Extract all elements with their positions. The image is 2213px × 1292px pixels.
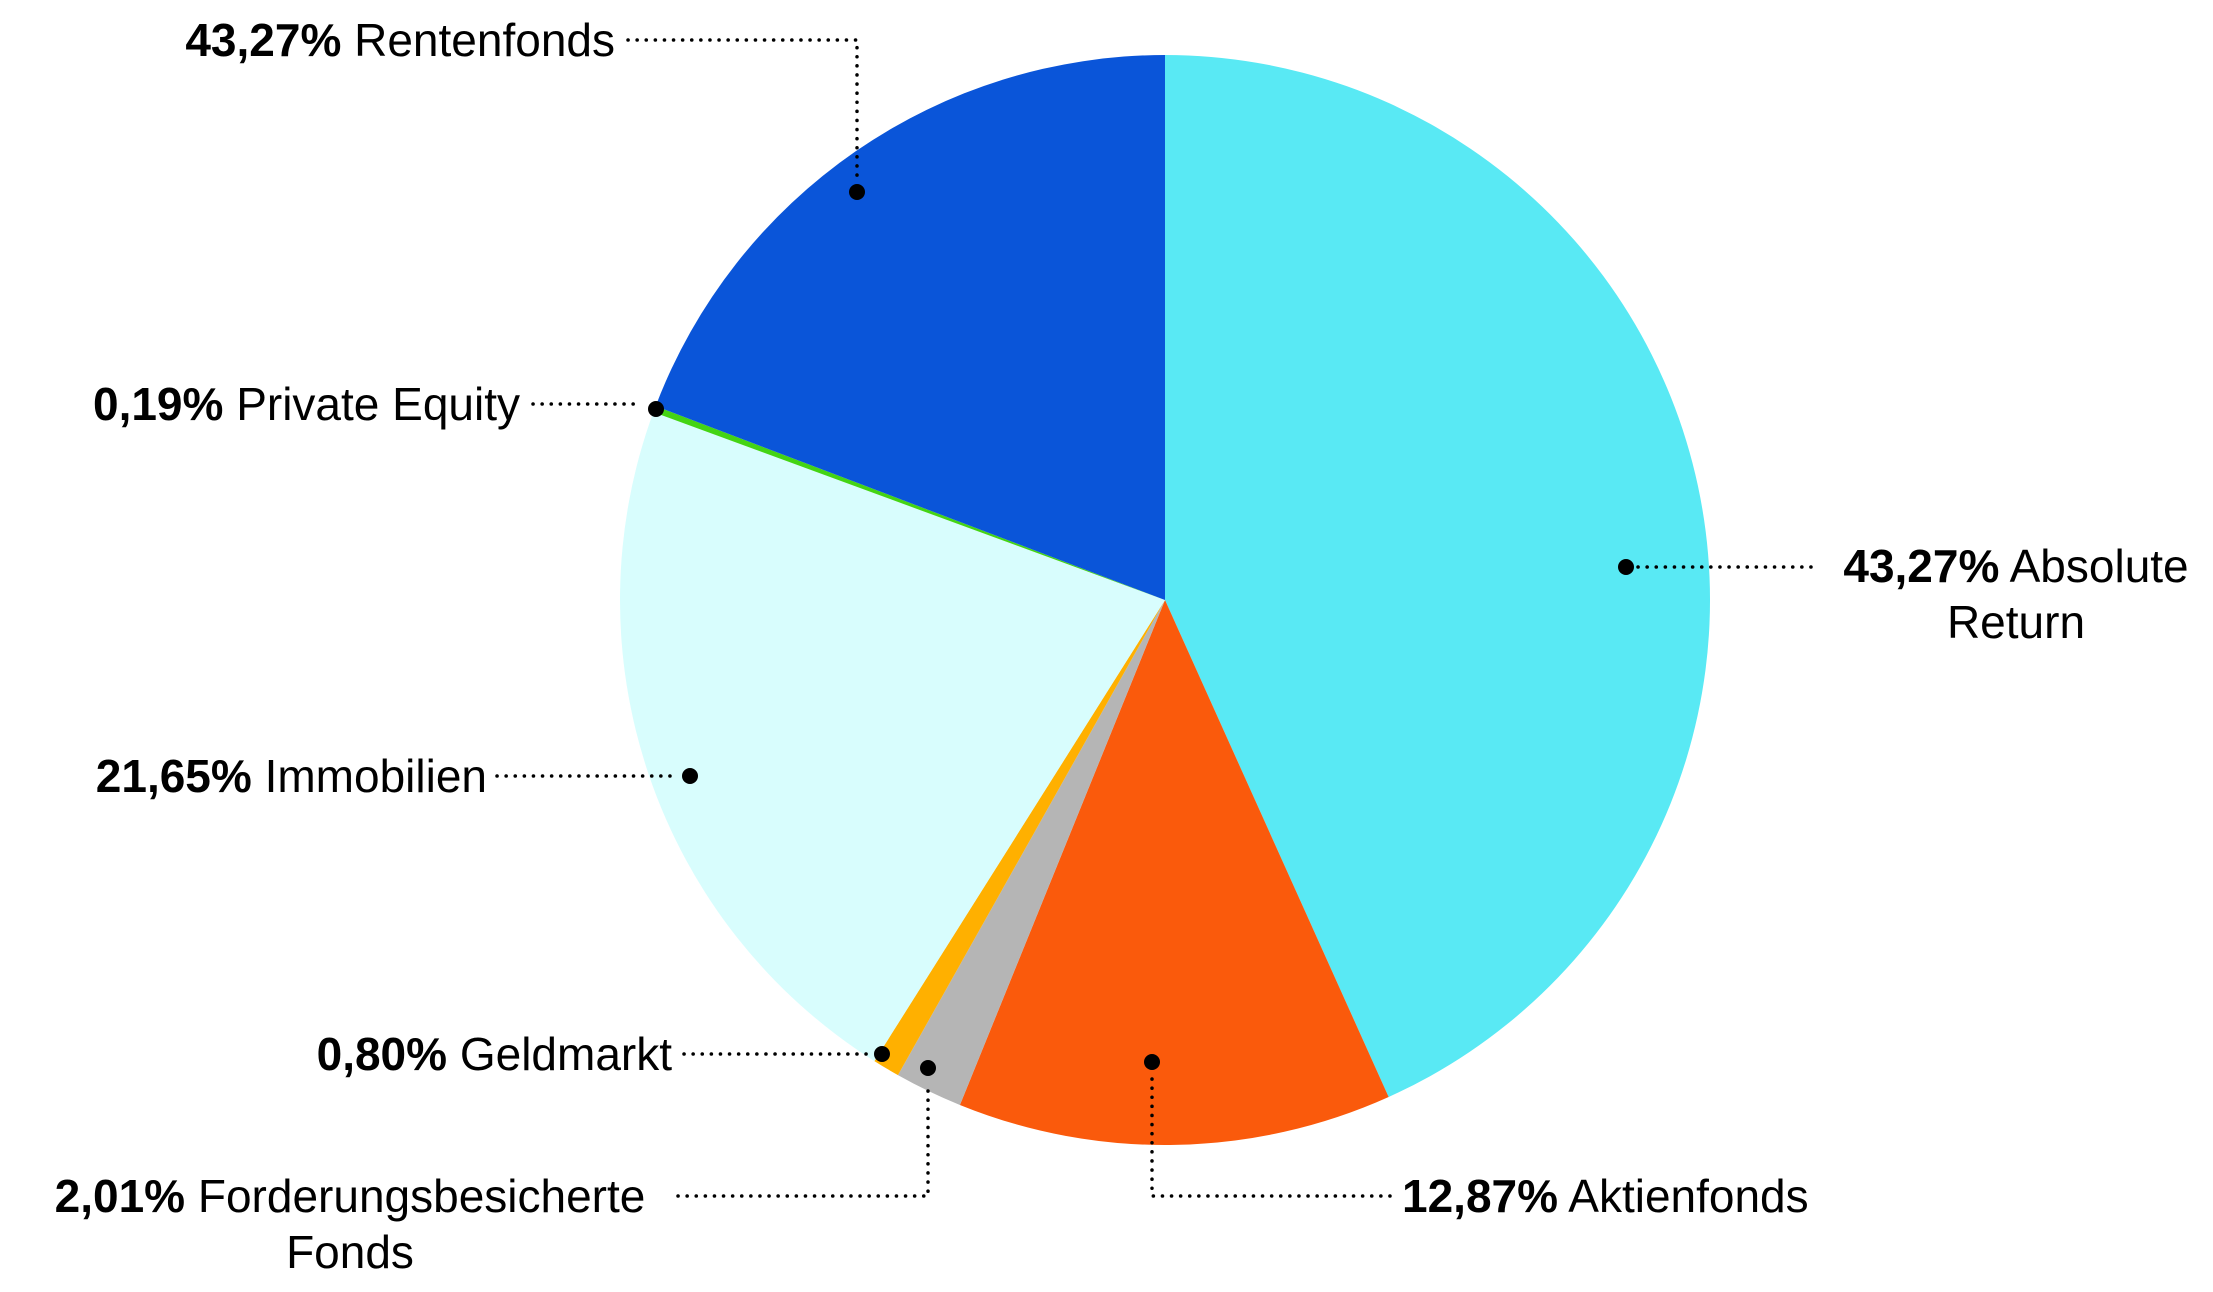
label-aktienfonds: 12,87% Aktienfonds bbox=[1402, 1168, 1922, 1224]
label-aktienfonds-percent: 12,87% bbox=[1402, 1170, 1559, 1222]
leader-dot-rentenfonds bbox=[849, 184, 865, 200]
leader-line-rentenfonds bbox=[626, 38, 859, 182]
pie-slices-group bbox=[620, 55, 1711, 1146]
label-private-equity-percent: 0,19% bbox=[92, 378, 224, 430]
label-private-equity-name: Private Equity bbox=[236, 378, 520, 430]
leader-dot-immobilien bbox=[682, 768, 698, 784]
label-private-equity: 0,19% Private Equity bbox=[60, 376, 520, 432]
leader-lines-group bbox=[495, 38, 1814, 1198]
label-geldmarkt-percent: 0,80% bbox=[316, 1028, 448, 1080]
leader-line-aktienfonds bbox=[1150, 1074, 1392, 1198]
label-absolute-return-name: Absolute Return bbox=[1946, 540, 2189, 648]
label-forderungsbesicherte: 2,01% Forderungsbesicherte Fonds bbox=[25, 1168, 675, 1280]
pie-slice-geldmarkt bbox=[874, 600, 1165, 1076]
pie-slice-absolute-return bbox=[1165, 55, 1711, 1097]
label-immobilien-percent: 21,65% bbox=[95, 750, 252, 802]
leader-line-forderungsbesicherte bbox=[676, 1080, 930, 1198]
label-rentenfonds-percent: 43,27% bbox=[185, 14, 342, 66]
leader-dot-aktienfonds bbox=[1144, 1054, 1160, 1070]
label-forderungsbesicherte-name: Forderungsbesicherte Fonds bbox=[197, 1170, 646, 1278]
label-absolute-return-percent: 43,27% bbox=[1843, 540, 2000, 592]
pie-slice-immobilien bbox=[620, 412, 1165, 1062]
label-aktienfonds-name: Aktienfonds bbox=[1568, 1170, 1809, 1222]
label-geldmarkt: 0,80% Geldmarkt bbox=[240, 1026, 672, 1082]
leader-dot-private-equity bbox=[648, 401, 664, 417]
pie-slice-forderungsbesicherte-fonds bbox=[897, 600, 1165, 1105]
pie-slice-private-equity bbox=[653, 406, 1165, 600]
label-rentenfonds-name: Rentenfonds bbox=[354, 14, 615, 66]
pie-slice-rentenfonds bbox=[655, 55, 1165, 600]
label-immobilien: 21,65% Immobilien bbox=[60, 748, 487, 804]
pie-slice-aktienfonds bbox=[959, 600, 1389, 1146]
label-immobilien-name: Immobilien bbox=[264, 750, 487, 802]
leader-dot-forderungsbesicherte bbox=[920, 1060, 936, 1076]
label-geldmarkt-name: Geldmarkt bbox=[459, 1028, 672, 1080]
leader-dots-group bbox=[648, 184, 1634, 1076]
label-forderungsbesicherte-percent: 2,01% bbox=[54, 1170, 186, 1222]
leader-dot-absolute-return bbox=[1618, 559, 1634, 575]
leader-dot-geldmarkt bbox=[874, 1046, 890, 1062]
label-absolute-return: 43,27% Absolute Return bbox=[1822, 538, 2210, 650]
label-rentenfonds: 43,27% Rentenfonds bbox=[60, 12, 615, 68]
